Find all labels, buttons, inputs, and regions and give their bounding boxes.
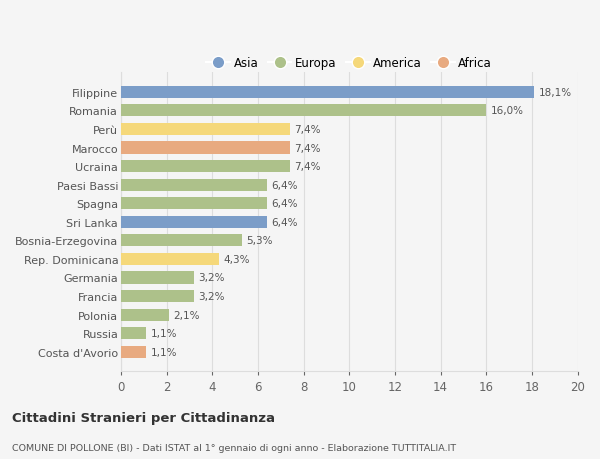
Bar (121, 123, 290, 136)
Text: 1,1%: 1,1% (151, 329, 177, 338)
Text: COMUNE DI POLLONE (BI) - Dati ISTAT al 1° gennaio di ogni anno - Elaborazione TU: COMUNE DI POLLONE (BI) - Dati ISTAT al 1… (12, 443, 456, 452)
Bar (121, 161, 290, 173)
Bar (121, 216, 267, 228)
Text: 7,4%: 7,4% (295, 143, 321, 153)
Bar (121, 87, 534, 99)
Text: 1,1%: 1,1% (151, 347, 177, 357)
Text: 16,0%: 16,0% (491, 106, 524, 116)
Text: 6,4%: 6,4% (272, 180, 298, 190)
Text: 5,3%: 5,3% (247, 236, 273, 246)
Text: Cittadini Stranieri per Cittadinanza: Cittadini Stranieri per Cittadinanza (12, 412, 275, 425)
Bar (121, 309, 169, 321)
Bar (121, 253, 219, 265)
Bar (121, 327, 146, 340)
Text: 7,4%: 7,4% (295, 162, 321, 172)
Bar (121, 272, 194, 284)
Bar (121, 198, 267, 210)
Text: 6,4%: 6,4% (272, 217, 298, 227)
Bar (121, 179, 267, 191)
Text: 7,4%: 7,4% (295, 125, 321, 134)
Text: 2,1%: 2,1% (173, 310, 200, 320)
Bar (121, 105, 486, 117)
Bar (121, 235, 242, 247)
Bar (121, 346, 146, 358)
Bar (121, 142, 290, 154)
Text: 18,1%: 18,1% (539, 88, 572, 98)
Text: 3,2%: 3,2% (199, 291, 225, 302)
Text: 6,4%: 6,4% (272, 199, 298, 209)
Bar (121, 291, 194, 302)
Text: 4,3%: 4,3% (224, 254, 250, 264)
Legend: Asia, Europa, America, Africa: Asia, Europa, America, Africa (202, 52, 497, 74)
Text: 3,2%: 3,2% (199, 273, 225, 283)
